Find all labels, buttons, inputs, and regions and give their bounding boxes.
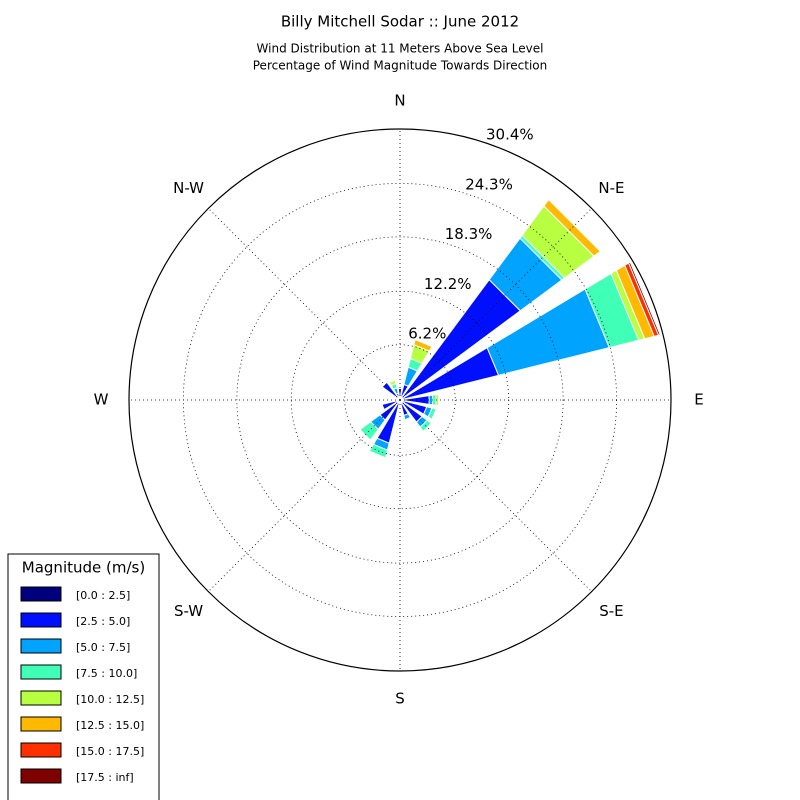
grid-ring — [344, 344, 456, 456]
legend-label: [10.0 : 12.5] — [76, 693, 144, 706]
legend-swatch — [20, 768, 62, 784]
outer-ring — [128, 128, 672, 672]
grid-ring — [182, 182, 618, 618]
grid-ring — [236, 236, 564, 564]
legend-label: [12.5 : 15.0] — [76, 719, 144, 732]
wind-bar-segment — [431, 408, 437, 420]
legend-label: [7.5 : 10.0] — [76, 667, 137, 680]
wind-bar-segment — [369, 450, 386, 459]
legend-swatch — [20, 638, 62, 654]
angle-label: W — [94, 391, 109, 409]
legend-label: [5.0 : 7.5] — [76, 641, 130, 654]
angle-label: S-E — [599, 602, 623, 620]
angle-label: S-W — [174, 602, 203, 620]
angle-label: N-W — [173, 179, 204, 197]
radial-tick-label: 30.4% — [486, 125, 534, 143]
wind-bar-segment — [381, 381, 388, 388]
legend-swatch — [20, 664, 62, 680]
legend-swatch — [20, 716, 62, 732]
grid-ring — [290, 290, 510, 510]
wind-bar-segment — [627, 261, 661, 336]
legend-title: Magnitude (m/s) — [22, 559, 145, 577]
radial-tick-label: 18.3% — [445, 225, 493, 243]
angle-label: N — [394, 92, 405, 110]
wind-bar-segment — [423, 423, 432, 432]
radial-tick-label: 6.2% — [408, 325, 446, 343]
radial-tick-label: 12.2% — [424, 275, 472, 293]
wind-bar-segment — [381, 404, 385, 410]
legend-label: [17.5 : inf] — [76, 771, 134, 784]
legend-label: [15.0 : 17.5] — [76, 745, 144, 758]
wind-bar-segment — [404, 417, 411, 421]
legend-swatch — [20, 690, 62, 706]
legend: Magnitude (m/s) [0.0 : 2.5] [2.5 : 5.0] [5.… — [7, 553, 160, 800]
legend-swatch — [20, 612, 62, 628]
chart-subtitle: Percentage of Wind Magnitude Towards Dir… — [253, 59, 547, 73]
radial-tick-label: 24.3% — [465, 176, 513, 194]
angle-label: E — [694, 391, 703, 409]
wind-bar-segment — [359, 429, 371, 441]
wind-bar-segment — [432, 394, 437, 406]
angle-label: N-E — [598, 179, 624, 197]
angle-label: S — [395, 690, 405, 708]
legend-swatch — [20, 742, 62, 758]
legend-label: [0.0 : 2.5] — [76, 589, 130, 602]
wind-bar-segment — [395, 397, 397, 400]
legend-swatch — [20, 586, 62, 602]
chart-subtitle: Wind Distribution at 11 Meters Above Sea… — [257, 42, 544, 56]
wind-bar-segment — [548, 199, 601, 252]
wind-bar-segment — [389, 379, 396, 383]
legend-label: [2.5 : 5.0] — [76, 615, 130, 628]
wind-bar-segment — [414, 339, 433, 347]
chart-title: Billy Mitchell Sodar :: June 2012 — [281, 13, 519, 31]
